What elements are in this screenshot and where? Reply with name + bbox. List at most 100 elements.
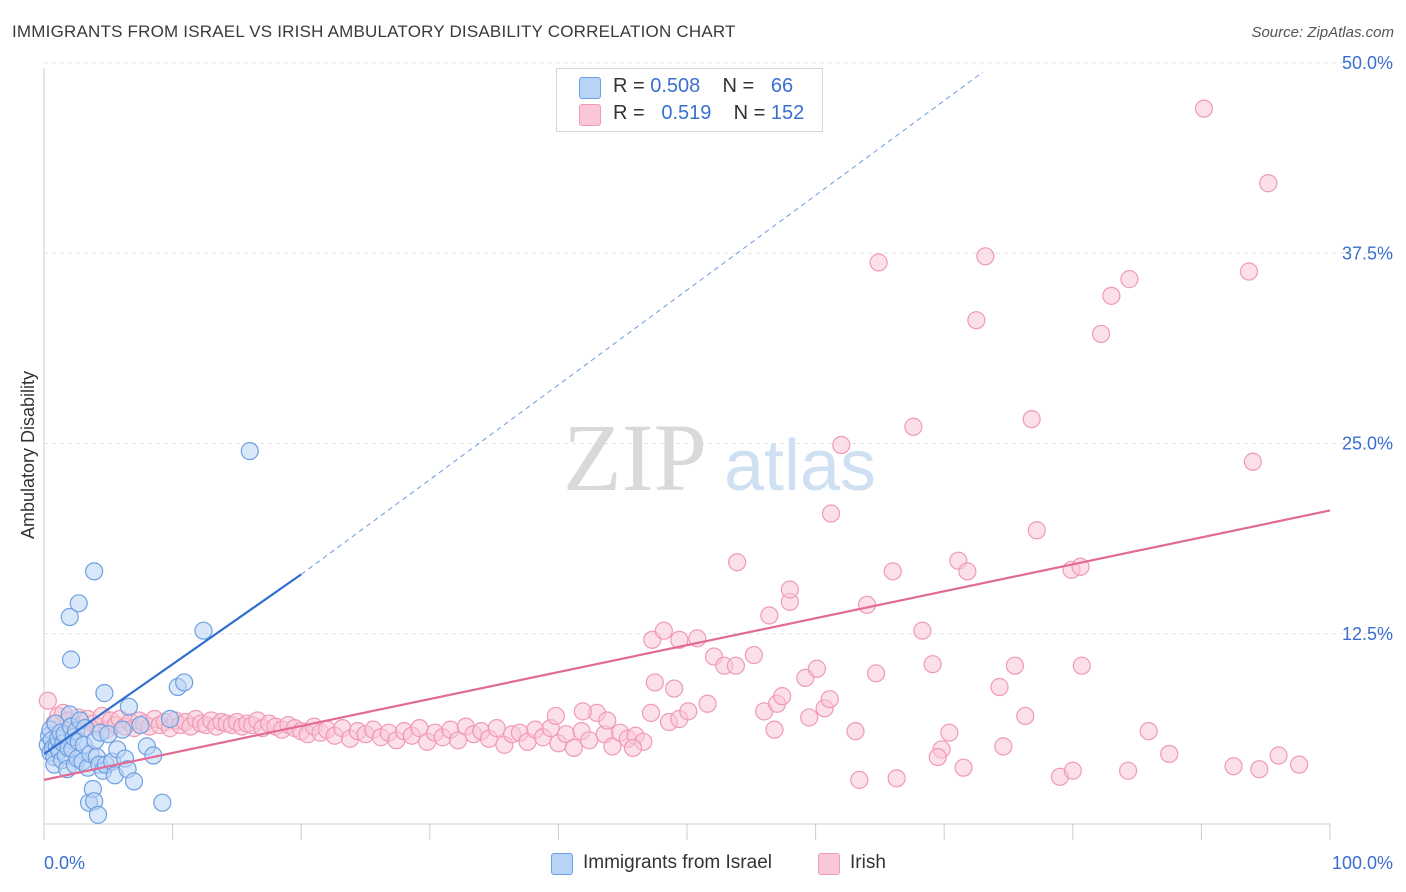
irish-point-138 bbox=[923, 655, 942, 674]
irish-point-132 bbox=[866, 664, 886, 683]
irish-point-137 bbox=[913, 621, 932, 640]
israel-point-65 bbox=[240, 442, 259, 461]
legend-n-value-irish: 152 bbox=[770, 102, 805, 124]
legend-n-label: N = bbox=[733, 102, 766, 124]
israel-trend-line bbox=[43, 573, 302, 755]
chart-title: IMMIGRANTS FROM ISRAEL VS IRISH AMBULATO… bbox=[12, 22, 736, 41]
irish-point-160 bbox=[1120, 270, 1139, 289]
irish-point-131 bbox=[857, 595, 877, 614]
irish-point-161 bbox=[1139, 722, 1158, 741]
y-tick-label-3: 50.0% bbox=[1342, 53, 1393, 73]
irish-point-134 bbox=[883, 562, 902, 581]
israel-point-55 bbox=[160, 709, 180, 729]
legend-r-value-israel: 0.508 bbox=[650, 75, 701, 97]
legend-swatch-irish bbox=[579, 104, 601, 126]
irish-point-124 bbox=[807, 659, 826, 678]
irish-point-87 bbox=[580, 731, 599, 750]
irish-point-130 bbox=[850, 770, 869, 789]
irish-point-150 bbox=[1016, 706, 1035, 726]
irish-point-116 bbox=[765, 720, 784, 739]
irish-point-120 bbox=[728, 553, 747, 572]
source-credit: Source: ZipAtlas.com bbox=[1251, 24, 1394, 41]
irish-point-140 bbox=[928, 747, 947, 767]
irish-point-146 bbox=[976, 247, 995, 266]
watermark-atlas: atlas bbox=[724, 426, 876, 506]
y-tick-label-2: 37.5% bbox=[1342, 243, 1393, 263]
y-tick-label-0: 12.5% bbox=[1342, 624, 1393, 644]
legend-n-value-israel: 66 bbox=[770, 75, 794, 97]
irish-point-102 bbox=[645, 673, 664, 692]
irish-point-113 bbox=[744, 645, 763, 665]
irish-point-121 bbox=[780, 580, 799, 599]
israel-point-63 bbox=[175, 673, 194, 692]
irish-point-90 bbox=[603, 737, 622, 756]
irish-point-133 bbox=[869, 253, 888, 272]
irish-point-103 bbox=[654, 621, 673, 640]
legend-n-label: N = bbox=[722, 75, 755, 97]
israel-points bbox=[38, 442, 259, 824]
irish-point-111 bbox=[726, 656, 745, 675]
irish-point-170 bbox=[1290, 755, 1309, 774]
irish-point-85 bbox=[564, 738, 583, 758]
irish-point-127 bbox=[821, 504, 841, 523]
irish-point-158 bbox=[1102, 286, 1121, 305]
irish-point-135 bbox=[887, 769, 906, 788]
irish-point-112 bbox=[670, 630, 689, 649]
irish-point-159 bbox=[1118, 761, 1138, 780]
irish-point-128 bbox=[832, 435, 851, 455]
watermark-zip: ZIP bbox=[563, 404, 707, 511]
irish-point-168 bbox=[1250, 760, 1269, 779]
irish-point-163 bbox=[1063, 761, 1082, 780]
irish-point-167 bbox=[1243, 452, 1262, 471]
grid-lines bbox=[44, 62, 1392, 635]
israel-point-50 bbox=[124, 772, 144, 791]
israel-point-38 bbox=[88, 805, 108, 824]
irish-point-70 bbox=[448, 731, 468, 750]
irish-point-126 bbox=[820, 690, 839, 709]
irish-point-162 bbox=[1160, 744, 1179, 764]
irish-point-169 bbox=[1259, 174, 1278, 193]
irish-point-98 bbox=[598, 711, 617, 730]
irish-point-144 bbox=[958, 562, 977, 581]
israel-point-61 bbox=[119, 697, 138, 716]
irish-point-165 bbox=[1194, 99, 1214, 118]
x-tick-label-1: 100.0% bbox=[1332, 853, 1393, 873]
irish-point-148 bbox=[994, 737, 1013, 756]
israel-trend-extension bbox=[300, 71, 984, 575]
y-axis-label: Ambulatory Disability bbox=[18, 371, 38, 539]
irish-point-96 bbox=[546, 706, 565, 726]
israel-point-54 bbox=[153, 793, 172, 812]
israel-point-47 bbox=[113, 720, 132, 739]
irish-point-75 bbox=[487, 719, 506, 738]
irish-point-166 bbox=[1239, 262, 1259, 281]
irish-point-152 bbox=[1027, 521, 1046, 540]
irish-point-147 bbox=[990, 677, 1009, 697]
bottom-swatch-irish bbox=[818, 853, 840, 875]
israel-point-58 bbox=[69, 594, 88, 613]
correlation-legend: R = 0.508 N = 66 R = 0.519 N = 152 bbox=[556, 68, 823, 132]
irish-point-151 bbox=[1022, 410, 1041, 429]
irish-point-123 bbox=[800, 708, 819, 727]
bottom-swatch-israel bbox=[551, 853, 573, 875]
israel-point-59 bbox=[85, 562, 104, 581]
bottom-legend-label-irish: Irish bbox=[850, 852, 886, 873]
israel-point-56 bbox=[60, 607, 79, 627]
irish-point-108 bbox=[698, 694, 717, 713]
x-tick-label-0: 0.0% bbox=[44, 853, 85, 873]
irish-point-143 bbox=[954, 758, 973, 777]
irish-point-141 bbox=[940, 723, 959, 742]
irish-point-95 bbox=[641, 703, 661, 722]
irish-point-171 bbox=[1269, 746, 1288, 765]
irish-point-115 bbox=[760, 606, 779, 625]
legend-r-value-irish: 0.519 bbox=[661, 102, 712, 124]
tick-labels: 12.5% 25.0% 37.5% 50.0% 0.0% 100.0% bbox=[44, 53, 1393, 873]
israel-point-64 bbox=[194, 621, 213, 640]
legend-r-label: R = bbox=[613, 75, 645, 97]
irish-point-119 bbox=[773, 687, 792, 706]
israel-point-57 bbox=[61, 650, 81, 669]
irish-point-0 bbox=[38, 691, 57, 710]
irish-trend-line bbox=[43, 509, 1331, 781]
trend-lines bbox=[43, 71, 1331, 781]
irish-point-97 bbox=[573, 702, 592, 721]
